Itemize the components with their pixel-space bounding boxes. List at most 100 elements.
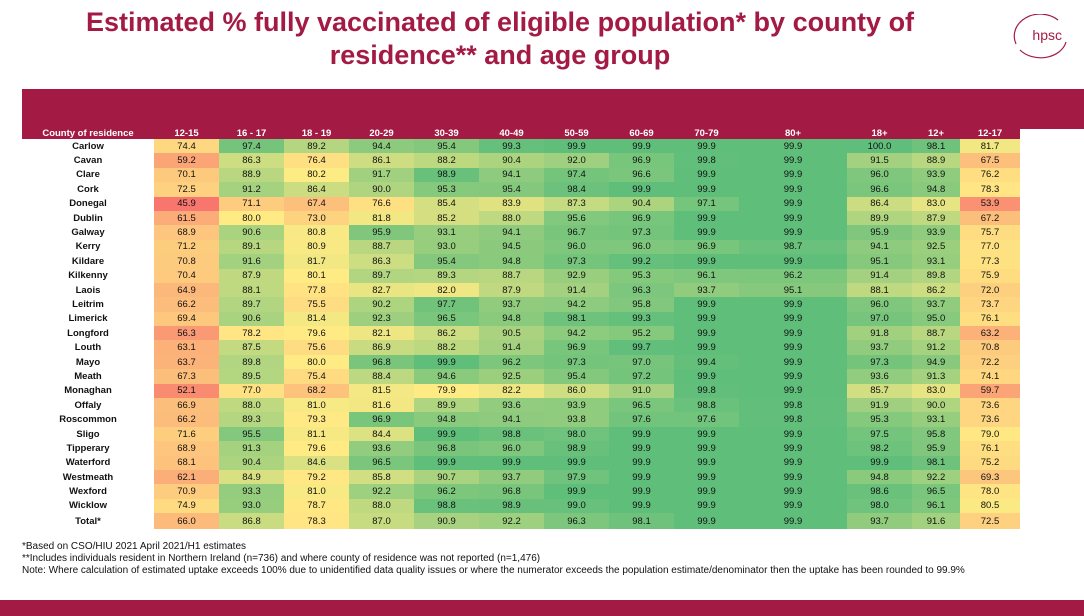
hpsc-logo-icon [1013,14,1067,59]
value-cell: 82.1 [349,326,414,341]
county-cell: Tipperary [22,441,154,456]
value-cell: 96.3 [609,282,674,298]
value-cell: 97.1 [674,196,739,211]
value-cell: 99.9 [674,254,739,269]
value-cell: 90.4 [479,153,544,168]
column-header: County of residence [22,128,154,139]
value-cell: 99.9 [739,297,847,312]
value-cell: 59.7 [960,383,1020,399]
table-row: Meath 67.3 89.5 75.4 88.4 94.6 92.5 95.4 97.2 99.… [22,369,1020,384]
column-header: 60-69 [609,128,674,139]
value-cell: 97.2 [609,369,674,384]
value-cell: 81.4 [284,311,349,327]
value-cell: 95.9 [912,441,960,456]
value-cell: 99.9 [674,455,739,470]
value-cell: 98.7 [739,239,847,255]
value-cell: 85.7 [847,383,912,399]
value-cell: 90.4 [609,196,674,211]
value-cell: 87.9 [912,210,960,226]
value-cell: 45.9 [154,196,219,211]
value-cell: 80.0 [284,354,349,370]
table-row: Sligo 71.6 95.5 81.1 84.4 99.9 98.8 98.0 99.9 99.… [22,426,1020,442]
value-cell: 84.9 [219,469,284,485]
value-cell: 72.0 [960,282,1020,298]
value-cell: 99.9 [739,139,847,154]
value-cell: 92.3 [349,311,414,327]
value-cell: 91.3 [912,369,960,384]
value-cell: 81.7 [960,139,1020,154]
value-cell: 89.1 [219,239,284,255]
value-cell: 95.8 [609,297,674,312]
value-cell: 88.0 [479,210,544,226]
value-cell: 94.1 [479,167,544,183]
value-cell: 66.9 [154,398,219,413]
value-cell: 74.4 [154,139,219,154]
value-cell: 86.4 [284,182,349,197]
value-cell: 98.8 [674,398,739,413]
value-cell: 97.0 [847,311,912,327]
value-cell: 98.0 [544,426,609,442]
value-cell: 95.3 [847,412,912,427]
value-cell: 56.3 [154,326,219,341]
value-cell: 72.5 [960,513,1020,530]
table-row: Limerick 69.4 90.6 81.4 92.3 96.5 94.8 98.1 99.3… [22,311,1020,327]
value-cell: 94.8 [479,311,544,327]
value-cell: 85.8 [349,469,414,485]
value-cell: 53.9 [960,196,1020,211]
column-header: 12-15 [154,128,219,139]
value-cell: 71.1 [219,196,284,211]
value-cell: 97.9 [544,469,609,485]
value-cell: 73.6 [960,398,1020,413]
value-cell: 93.9 [912,167,960,183]
value-cell: 80.8 [284,225,349,240]
value-cell: 91.4 [847,268,912,283]
value-cell: 89.2 [284,139,349,154]
county-cell: Monaghan [22,383,154,399]
table-row: Leitrim 66.2 89.7 75.5 90.2 97.7 93.7 94.2 95.8 9… [22,297,1020,312]
value-cell: 87.9 [479,282,544,298]
value-cell: 99.9 [739,225,847,240]
value-cell: 74.9 [154,498,219,514]
value-cell: 93.1 [912,254,960,269]
value-cell: 88.0 [219,398,284,413]
value-cell: 99.8 [739,398,847,413]
table-row: Mayo 63.7 89.8 80.0 96.8 99.9 96.2 97.3 97.0 99.4… [22,354,1020,370]
county-cell: Galway [22,225,154,240]
value-cell: 95.6 [544,210,609,226]
county-cell: Longford [22,326,154,341]
value-cell: 96.0 [847,167,912,183]
value-cell: 95.4 [544,369,609,384]
value-cell: 92.2 [912,469,960,485]
value-cell: 91.5 [847,153,912,168]
value-cell: 86.8 [219,513,284,530]
county-cell: Offaly [22,398,154,413]
value-cell: 82.7 [349,282,414,298]
value-cell: 61.5 [154,210,219,226]
value-cell: 99.9 [739,383,847,399]
county-cell: Total* [22,513,154,530]
column-header: 16 - 17 [219,128,284,139]
county-cell: Kerry [22,239,154,255]
value-cell: 94.8 [414,412,479,427]
value-cell: 96.0 [847,297,912,312]
value-cell: 88.4 [349,369,414,384]
value-cell: 99.3 [609,311,674,327]
value-cell: 97.6 [609,412,674,427]
value-cell: 86.0 [544,383,609,399]
value-cell: 93.6 [349,441,414,456]
value-cell: 96.8 [349,354,414,370]
value-cell: 80.1 [284,268,349,283]
value-cell: 77.0 [219,383,284,399]
table-body: Carlow 74.4 97.4 89.2 94.4 95.4 99.3 99.9 99.9 99… [22,139,1020,530]
value-cell: 99.9 [739,354,847,370]
value-cell: 99.9 [739,455,847,470]
value-cell: 98.8 [479,426,544,442]
value-cell: 95.0 [912,311,960,327]
value-cell: 99.7 [609,340,674,355]
value-cell: 99.9 [544,455,609,470]
value-cell: 90.6 [219,225,284,240]
value-cell: 99.9 [739,326,847,341]
value-cell: 94.8 [847,469,912,485]
value-cell: 99.9 [847,455,912,470]
value-cell: 80.0 [219,210,284,226]
